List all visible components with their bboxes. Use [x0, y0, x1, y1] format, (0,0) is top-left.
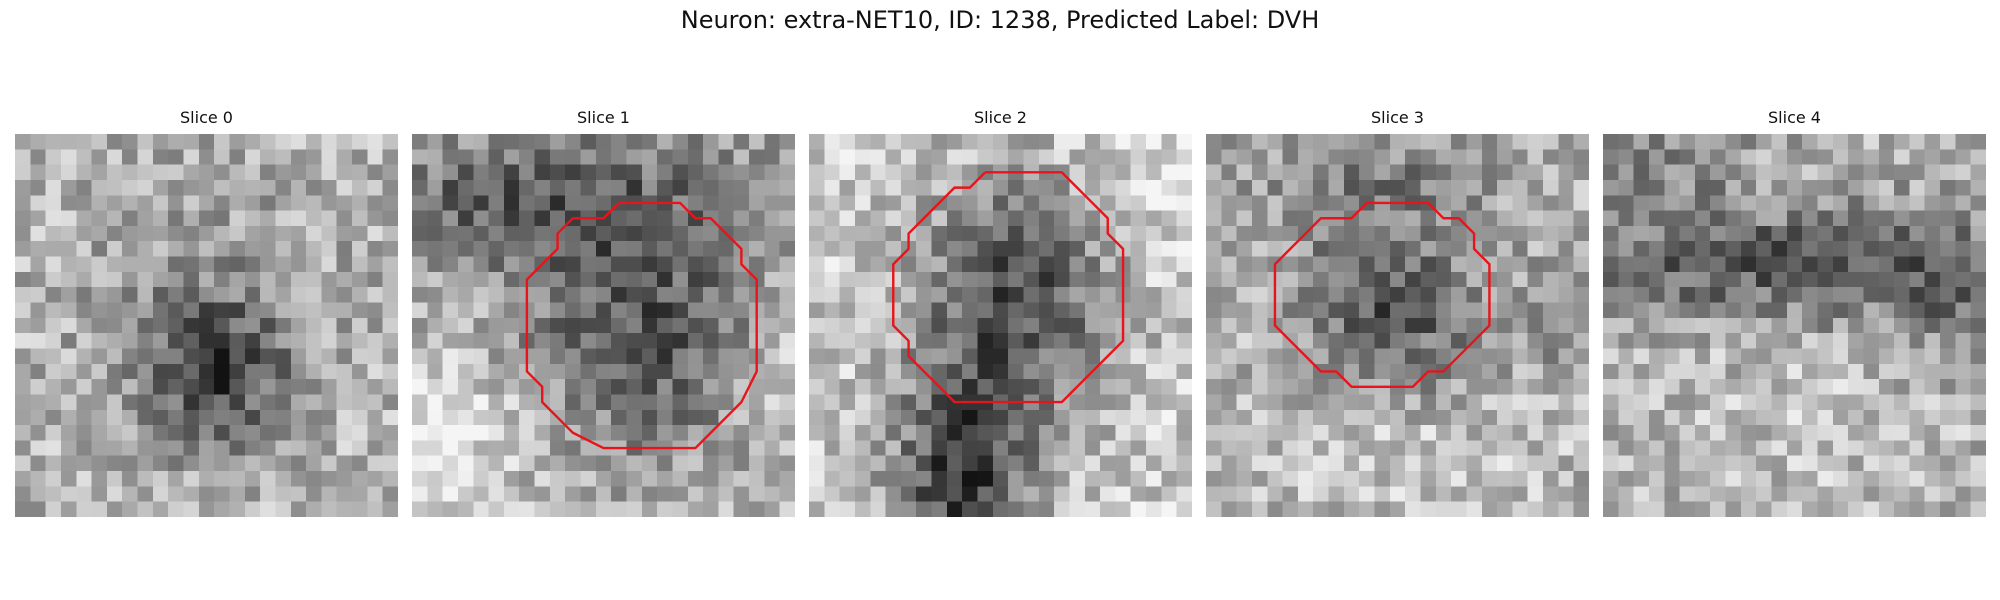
slice-title-3: Slice 3	[1371, 108, 1424, 127]
slice-title-0: Slice 0	[180, 108, 233, 127]
slice-contour-0	[15, 134, 398, 517]
slice-title-4: Slice 4	[1768, 108, 1821, 127]
slice-image-3	[1206, 134, 1589, 517]
slice-panel-4: Slice 4	[1603, 108, 1986, 517]
figure-title: Neuron: extra-NET10, ID: 1238, Predicted…	[680, 6, 1320, 34]
slice-contour-2	[809, 134, 1192, 517]
slice-contour-3	[1206, 134, 1589, 517]
slice-image-4	[1603, 134, 1986, 517]
roi-contour	[1275, 203, 1489, 387]
roi-contour	[527, 203, 757, 448]
slice-contour-4	[1603, 134, 1986, 517]
slice-image-2	[809, 134, 1192, 517]
slice-title-1: Slice 1	[577, 108, 630, 127]
roi-contour	[893, 172, 1123, 402]
slice-contour-1	[412, 134, 795, 517]
slice-panel-3: Slice 3	[1206, 108, 1589, 517]
slice-panel-0: Slice 0	[15, 108, 398, 517]
slice-title-2: Slice 2	[974, 108, 1027, 127]
slice-panel-1: Slice 1	[412, 108, 795, 517]
slice-panel-2: Slice 2	[809, 108, 1192, 517]
slice-image-1	[412, 134, 795, 517]
slice-image-0	[15, 134, 398, 517]
